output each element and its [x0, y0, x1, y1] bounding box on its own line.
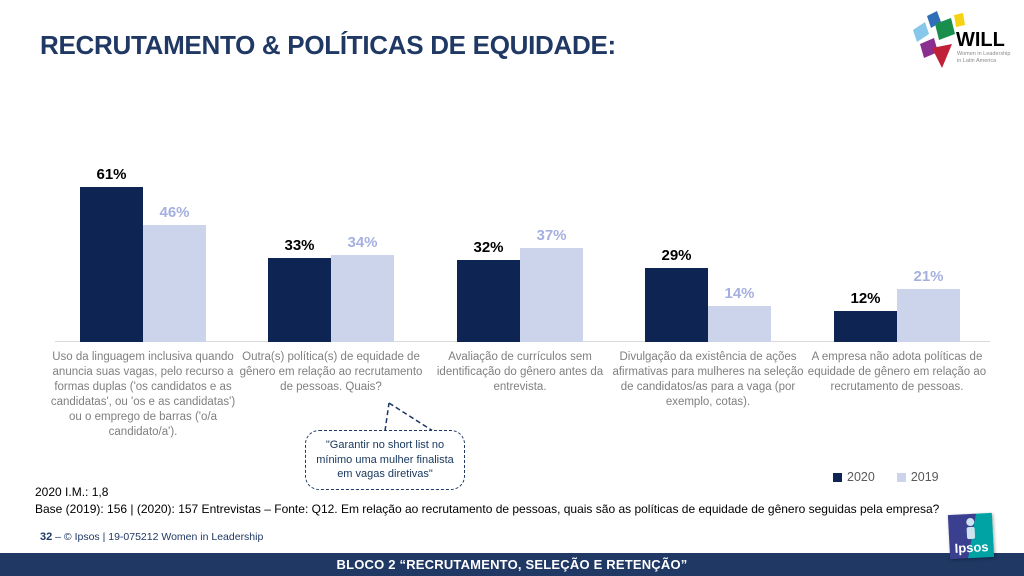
page-title: RECRUTAMENTO & POLÍTICAS DE EQUIDADE:	[40, 30, 616, 60]
callout-bubble: "Garantir no short list no mínimo uma mu…	[305, 430, 465, 490]
legend-swatch-2020	[833, 472, 842, 482]
bar-value-2019-3: 37%	[536, 226, 567, 244]
category-labels: Uso da linguagem inclusiva quando anunci…	[51, 350, 990, 460]
footer: 32 – © Ipsos | 19-075212 Women in Leader…	[40, 531, 263, 543]
note-im: 2020 I.M.: 1,8	[35, 485, 109, 499]
legend-swatch-2019	[896, 472, 906, 482]
banner-text: BLOCO 2 “RECRUTAMENTO, SELEÇÃO E RETENÇÃ…	[336, 557, 688, 572]
will-logo-tagline-1: Women in Leadership	[957, 51, 1010, 57]
callout-tail-icon	[384, 402, 434, 432]
will-logo-icon: WILL Women in Leadership in Latin Americ…	[913, 11, 1010, 68]
category-label-3: Avaliação de currículos sem identificaçã…	[436, 351, 604, 393]
legend-label-2019: 2019	[910, 470, 939, 484]
callout-text: "Garantir no short list no mínimo uma mu…	[316, 438, 454, 481]
will-logo-tagline-2: in Latin America	[957, 58, 997, 64]
bar-value-2019-5: 21%	[913, 267, 944, 285]
bar-value-2019-2: 34%	[347, 234, 378, 252]
bar-value-2020-3: 32%	[473, 239, 504, 257]
will-logo-wordmark: WILL	[956, 29, 1005, 51]
bar-2020-3	[457, 260, 520, 342]
category-label-2: Outra(s) política(s) de equidade de gêne…	[239, 351, 423, 393]
chart-legend: 2020 2019	[833, 470, 939, 484]
bar-2020-1	[80, 186, 143, 342]
will-logo: WILL Women in Leadership in Latin Americ…	[905, 8, 1015, 74]
ipsos-wordmark: Ipsos	[954, 539, 989, 556]
bar-value-2019-4: 14%	[724, 285, 755, 303]
ipsos-figure-icon	[966, 518, 976, 540]
page-number: 32	[40, 531, 53, 543]
bar-value-2020-4: 29%	[661, 247, 692, 265]
bar-value-2020-1: 61%	[96, 165, 127, 183]
bar-2020-2	[268, 257, 331, 342]
bar-chart: 61% 46% 33% 34% 32% 37% 29% 14% 12% 21%	[55, 158, 990, 342]
bar-value-2019-1: 46%	[159, 203, 190, 221]
bar-2020-5	[834, 311, 897, 342]
category-label-1: Uso da linguagem inclusiva quando anunci…	[50, 351, 236, 438]
bar-2019-2	[331, 255, 394, 342]
ipsos-logo: Ipsos	[947, 512, 995, 560]
bar-value-2020-5: 12%	[850, 290, 881, 308]
legend-item-2019: 2019	[896, 470, 939, 484]
bar-value-2020-2: 33%	[284, 236, 315, 254]
bar-2019-5	[897, 288, 960, 342]
footer-copyright: – © Ipsos | 19-075212 Women in Leadershi…	[55, 531, 264, 543]
bar-2020-4	[645, 268, 708, 342]
legend-item-2020: 2020	[833, 470, 875, 484]
bar-2019-4	[708, 306, 771, 342]
category-label-5: A empresa não adota políticas de equidad…	[807, 351, 987, 393]
category-label-4: Divulgação da existência de ações afirma…	[612, 351, 804, 408]
note-base: Base (2019): 156 | (2020): 157 Entrevist…	[35, 502, 940, 516]
bar-2019-1	[143, 224, 206, 342]
bottom-banner: BLOCO 2 “RECRUTAMENTO, SELEÇÃO E RETENÇÃ…	[0, 553, 1024, 576]
legend-label-2020: 2020	[847, 470, 875, 484]
bar-2019-3	[520, 247, 583, 342]
